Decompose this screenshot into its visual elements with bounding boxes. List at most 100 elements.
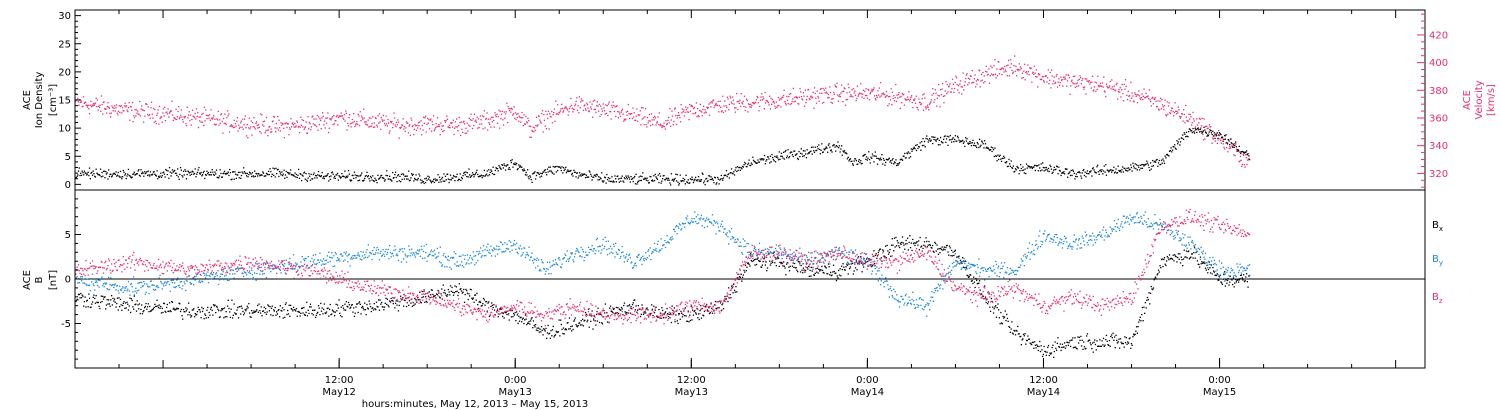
density-point: [166, 169, 168, 172]
bx-point: [254, 311, 257, 313]
velocity-point: [995, 77, 997, 79]
bx-point: [944, 249, 946, 251]
bx-point: [334, 315, 336, 317]
velocity-point: [1066, 80, 1069, 82]
bx-point: [625, 312, 627, 314]
velocity-point: [994, 59, 996, 61]
density-point: [1221, 136, 1223, 138]
velocity-point: [304, 127, 306, 129]
density-point: [921, 141, 923, 143]
velocity-point: [607, 103, 610, 105]
bx-point: [945, 246, 947, 249]
velocity-point: [849, 95, 851, 98]
velocity-point: [817, 95, 819, 98]
density-point: [364, 175, 367, 177]
density-point: [1108, 170, 1111, 172]
bx-point: [531, 317, 533, 319]
velocity-point: [130, 106, 132, 108]
velocity-point: [590, 108, 592, 110]
bx-point: [344, 303, 346, 305]
velocity-point: [1021, 72, 1024, 74]
bx-point: [879, 248, 881, 250]
velocity-point: [172, 119, 174, 121]
bx-point: [144, 307, 146, 309]
bx-point: [328, 308, 331, 310]
density-point: [829, 146, 831, 148]
velocity-point: [628, 113, 630, 115]
bx-point: [1129, 337, 1131, 339]
density-point: [588, 170, 590, 172]
velocity-point: [1038, 74, 1040, 76]
bx-point: [858, 262, 860, 264]
density-point: [961, 140, 963, 142]
density-point: [909, 156, 912, 158]
density-point: [402, 173, 404, 175]
density-point: [159, 175, 161, 177]
velocity-point: [1191, 124, 1193, 126]
density-tick-label: 0: [65, 180, 71, 191]
bx-point: [221, 308, 223, 310]
density-point: [612, 180, 615, 182]
density-point: [1069, 171, 1071, 173]
density-point: [950, 139, 952, 141]
density-point: [499, 166, 501, 168]
bx-point: [523, 322, 525, 325]
density-point: [360, 174, 362, 176]
velocity-point: [1148, 89, 1150, 91]
density-point: [887, 159, 889, 161]
velocity-point: [586, 102, 588, 104]
bx-point: [915, 241, 918, 243]
density-point: [1182, 138, 1185, 140]
density-point: [979, 145, 981, 148]
bx-point: [327, 307, 329, 309]
velocity-point: [119, 111, 121, 114]
bx-point: [733, 289, 736, 291]
density-point: [234, 173, 237, 175]
velocity-point: [1021, 77, 1023, 79]
density-point: [1191, 131, 1193, 134]
density-point: [131, 176, 133, 178]
bx-point: [490, 305, 492, 308]
density-point: [1113, 172, 1116, 174]
density-point: [870, 156, 872, 158]
bx-point: [295, 310, 297, 312]
bx-point: [1197, 263, 1199, 265]
velocity-point: [380, 128, 382, 130]
velocity-point: [228, 131, 231, 133]
bx-point: [1118, 338, 1120, 340]
density-point: [382, 177, 384, 179]
velocity-point: [341, 115, 344, 117]
density-point: [809, 151, 811, 153]
velocity-point: [719, 100, 721, 102]
velocity-point: [445, 120, 447, 122]
bx-point: [1130, 343, 1133, 345]
bx-point: [1003, 317, 1005, 319]
velocity-point: [425, 131, 427, 133]
bx-point: [642, 307, 644, 309]
bx-point: [973, 281, 976, 283]
bx-point: [487, 302, 489, 304]
density-point: [785, 149, 787, 152]
density-point: [1064, 168, 1067, 170]
velocity-point: [710, 106, 712, 108]
velocity-point: [310, 126, 312, 128]
density-point: [120, 176, 122, 178]
velocity-point: [1237, 150, 1240, 153]
density-point: [1222, 140, 1224, 142]
density-point: [492, 166, 494, 168]
velocity-point: [127, 107, 130, 109]
bx-point: [97, 301, 99, 304]
density-point: [112, 173, 114, 175]
velocity-point: [92, 105, 94, 107]
density-point: [879, 157, 882, 159]
density-point: [943, 135, 945, 138]
density-point: [885, 161, 887, 164]
velocity-point: [254, 128, 256, 130]
bx-point: [381, 301, 383, 304]
velocity-point: [1238, 161, 1240, 163]
density-point: [830, 149, 832, 152]
bx-point: [303, 307, 305, 309]
density-point: [263, 175, 265, 177]
velocity-point: [815, 102, 818, 104]
bx-point: [635, 305, 637, 307]
